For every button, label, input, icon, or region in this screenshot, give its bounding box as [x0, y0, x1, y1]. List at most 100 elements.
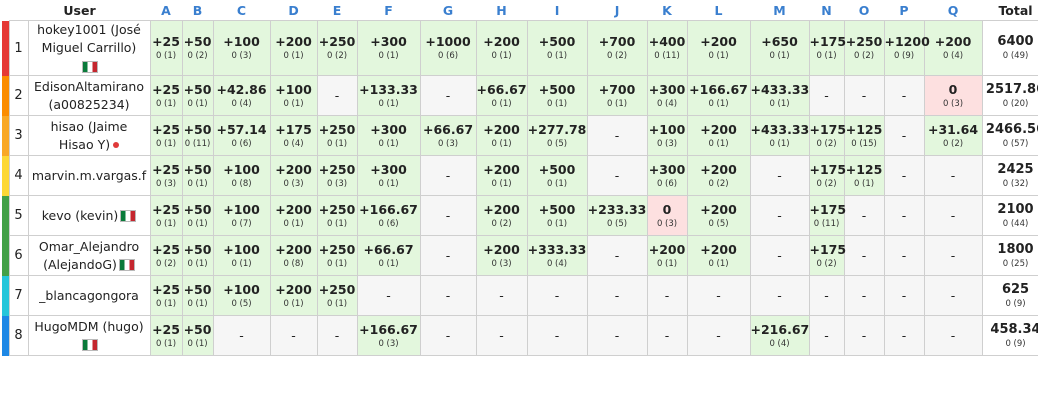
score-cell[interactable]: +166.67 0 (1) — [686, 75, 751, 116]
score-cell[interactable]: - — [586, 275, 648, 316]
score-cell[interactable]: +250 0 (1) — [316, 275, 358, 316]
score-cell[interactable]: +200 0 (8) — [269, 235, 318, 276]
score-cell[interactable]: +233.33 0 (5) — [586, 195, 648, 236]
problem-header-a[interactable]: A — [161, 2, 171, 18]
username-line[interactable]: HugoMDM (hugo) — [34, 318, 144, 334]
score-cell[interactable]: - — [843, 195, 885, 236]
score-cell[interactable]: +333.33 0 (4) — [526, 235, 588, 276]
score-cell[interactable]: +100 0 (5) — [212, 275, 271, 316]
score-cell[interactable]: +500 0 (1) — [526, 75, 588, 116]
score-cell[interactable]: +200 0 (1) — [475, 155, 528, 196]
score-cell[interactable]: - — [923, 235, 983, 276]
score-cell[interactable]: +66.67 0 (1) — [356, 235, 421, 276]
score-cell[interactable]: - — [356, 275, 421, 316]
score-cell[interactable]: - — [843, 75, 885, 116]
score-cell[interactable]: +200 0 (1) — [686, 235, 751, 276]
score-cell[interactable]: +500 0 (1) — [526, 155, 588, 196]
score-cell[interactable]: - — [646, 315, 688, 356]
score-cell[interactable]: +250 0 (2) — [843, 20, 885, 76]
score-cell[interactable]: +100 0 (3) — [646, 115, 688, 156]
score-cell[interactable]: - — [475, 275, 528, 316]
score-cell[interactable]: +25 0 (1) — [149, 195, 183, 236]
username-line[interactable]: EdisonAltamirano — [34, 78, 144, 94]
score-cell[interactable]: +300 0 (4) — [646, 75, 688, 116]
score-cell[interactable]: - — [923, 195, 983, 236]
score-cell[interactable]: +250 0 (1) — [316, 235, 358, 276]
problem-header-d[interactable]: D — [288, 2, 299, 18]
score-cell[interactable]: - — [419, 155, 477, 196]
score-cell[interactable]: - — [475, 315, 528, 356]
score-cell[interactable]: +250 0 (2) — [316, 20, 358, 76]
score-cell[interactable]: - — [923, 315, 983, 356]
score-cell[interactable]: +166.67 0 (3) — [356, 315, 421, 356]
score-cell[interactable]: +50 0 (11) — [181, 115, 214, 156]
score-cell[interactable]: - — [526, 315, 588, 356]
score-cell[interactable]: +200 0 (4) — [923, 20, 983, 76]
problem-header-k[interactable]: K — [662, 2, 672, 18]
score-cell[interactable]: +200 0 (1) — [269, 275, 318, 316]
score-cell[interactable]: - — [269, 315, 318, 356]
score-cell[interactable]: - — [419, 195, 477, 236]
score-cell[interactable]: +200 0 (1) — [269, 195, 318, 236]
score-cell[interactable]: +433.33 0 (1) — [749, 75, 810, 116]
user-cell[interactable]: hisao (Jaime Hisao Y) — [27, 115, 151, 156]
score-cell[interactable]: +300 0 (1) — [356, 20, 421, 76]
user-cell[interactable]: EdisonAltamirano (a00825234) — [27, 75, 151, 116]
score-cell[interactable]: +125 0 (15) — [843, 115, 885, 156]
score-cell[interactable]: - — [883, 195, 925, 236]
score-cell[interactable]: +50 0 (1) — [181, 235, 214, 276]
problem-header-c[interactable]: C — [236, 2, 247, 18]
score-cell[interactable]: - — [923, 155, 983, 196]
problem-header-j[interactable]: J — [614, 2, 620, 18]
score-cell[interactable]: - — [646, 275, 688, 316]
score-cell[interactable]: +500 0 (1) — [526, 195, 588, 236]
score-cell[interactable]: +400 0 (11) — [646, 20, 688, 76]
score-cell[interactable]: - — [883, 155, 925, 196]
score-cell[interactable]: - — [749, 195, 810, 236]
score-cell[interactable]: +100 0 (7) — [212, 195, 271, 236]
score-cell[interactable]: - — [808, 75, 845, 116]
problem-header-g[interactable]: G — [442, 2, 454, 18]
score-cell[interactable]: +25 0 (1) — [149, 75, 183, 116]
user-cell[interactable]: hokey1001 (José Miguel Carrillo) — [27, 20, 151, 76]
score-cell[interactable]: +1000 0 (6) — [419, 20, 477, 76]
score-cell[interactable]: +50 0 (2) — [181, 20, 214, 76]
problem-header-b[interactable]: B — [192, 2, 203, 18]
score-cell[interactable]: +200 0 (2) — [686, 155, 751, 196]
score-cell[interactable]: +433.33 0 (1) — [749, 115, 810, 156]
score-cell[interactable]: +1200 0 (9) — [883, 20, 930, 76]
score-cell[interactable]: +200 0 (1) — [686, 20, 751, 76]
score-cell[interactable]: +277.78 0 (5) — [526, 115, 588, 156]
score-cell[interactable]: - — [419, 235, 477, 276]
score-cell[interactable]: +100 0 (8) — [212, 155, 271, 196]
user-column-header[interactable]: User — [63, 2, 96, 18]
score-cell[interactable]: +175 0 (2) — [808, 235, 846, 276]
problem-header-l[interactable]: L — [714, 2, 723, 18]
score-cell[interactable]: - — [586, 155, 648, 196]
score-cell[interactable]: - — [808, 275, 845, 316]
score-cell[interactable]: - — [586, 315, 648, 356]
score-cell[interactable]: - — [883, 275, 925, 316]
score-cell[interactable]: +175 0 (1) — [808, 20, 846, 76]
user-cell[interactable]: kevo (kevin) — [27, 195, 151, 236]
score-cell[interactable]: +125 0 (1) — [843, 155, 885, 196]
score-cell[interactable]: +100 0 (3) — [212, 20, 271, 76]
score-cell[interactable]: +175 0 (2) — [808, 115, 846, 156]
score-cell[interactable]: +25 0 (1) — [149, 275, 183, 316]
score-cell[interactable]: - — [686, 315, 751, 356]
score-cell[interactable]: - — [586, 235, 648, 276]
user-cell[interactable]: Omar_Alejandro (AlejandoG) — [27, 235, 151, 276]
score-cell[interactable]: +200 0 (3) — [269, 155, 318, 196]
score-cell[interactable]: - — [419, 75, 477, 116]
score-cell[interactable]: +25 0 (1) — [149, 115, 183, 156]
score-cell[interactable]: +100 0 (1) — [269, 75, 318, 116]
username-line[interactable]: kevo (kevin) — [41, 207, 119, 223]
username-line[interactable]: marvin.m.vargas.f — [31, 167, 147, 183]
score-cell[interactable]: +66.67 0 (1) — [475, 75, 528, 116]
score-cell[interactable]: +200 0 (1) — [475, 20, 528, 76]
score-cell[interactable]: +50 0 (1) — [181, 155, 214, 196]
score-cell[interactable]: +700 0 (2) — [586, 20, 648, 76]
score-cell[interactable]: - — [808, 315, 845, 356]
score-cell[interactable]: +50 0 (1) — [181, 275, 214, 316]
